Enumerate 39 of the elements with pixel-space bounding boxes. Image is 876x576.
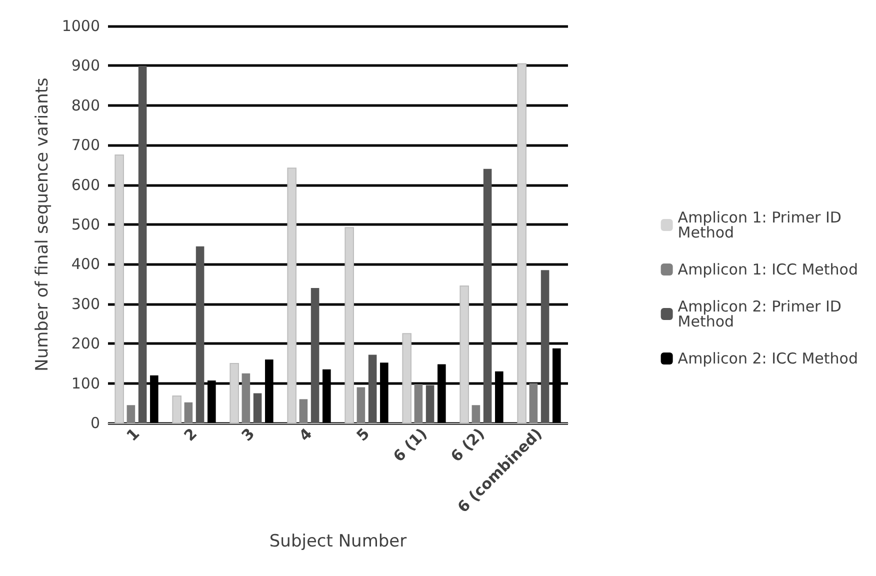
bar	[299, 399, 308, 423]
bar	[540, 270, 550, 423]
bar	[472, 405, 480, 423]
x-axis-title: Subject Number	[269, 532, 407, 552]
bar	[242, 373, 250, 423]
y-tick-label: 900	[71, 56, 100, 75]
legend-label: Amplicon 1: ICC Method	[678, 260, 858, 278]
legend-label: Amplicon 1: Primer ID Method	[678, 208, 846, 242]
bar	[184, 402, 193, 423]
y-axis-title: Number of final sequence variants	[32, 77, 52, 372]
x-tick-label: 5	[353, 424, 374, 445]
x-tick-label: 2	[180, 424, 201, 445]
bar	[138, 66, 147, 423]
legend-label: Amplicon 2: Primer ID Method	[678, 298, 846, 330]
bar	[368, 354, 377, 423]
y-tick-label: 500	[71, 216, 100, 234]
bar	[196, 246, 204, 423]
x-tick-label: 4	[296, 424, 316, 445]
y-tick-label: 700	[71, 136, 100, 154]
bar	[310, 288, 320, 423]
y-tick-label: 0	[90, 414, 100, 432]
bar	[253, 393, 262, 423]
bar	[529, 383, 538, 423]
bar	[483, 168, 492, 423]
bar	[414, 384, 423, 423]
y-tick-label: 1000	[62, 17, 100, 35]
y-tick-label: 600	[71, 176, 100, 194]
legend-label: Amplicon 2: ICC Method	[678, 350, 858, 368]
y-tick-label: 100	[71, 374, 100, 392]
x-tick-label: 1	[123, 424, 144, 445]
y-tick-label: 400	[71, 255, 100, 274]
y-tick-label: 200	[71, 334, 100, 353]
y-tick-label: 300	[71, 294, 100, 313]
x-tick-label: 6 (1)	[390, 424, 431, 466]
bar	[126, 405, 136, 423]
x-tick-label: 3	[238, 424, 258, 445]
bar	[356, 387, 366, 423]
bar	[426, 385, 434, 423]
y-tick-label: 800	[71, 96, 100, 114]
